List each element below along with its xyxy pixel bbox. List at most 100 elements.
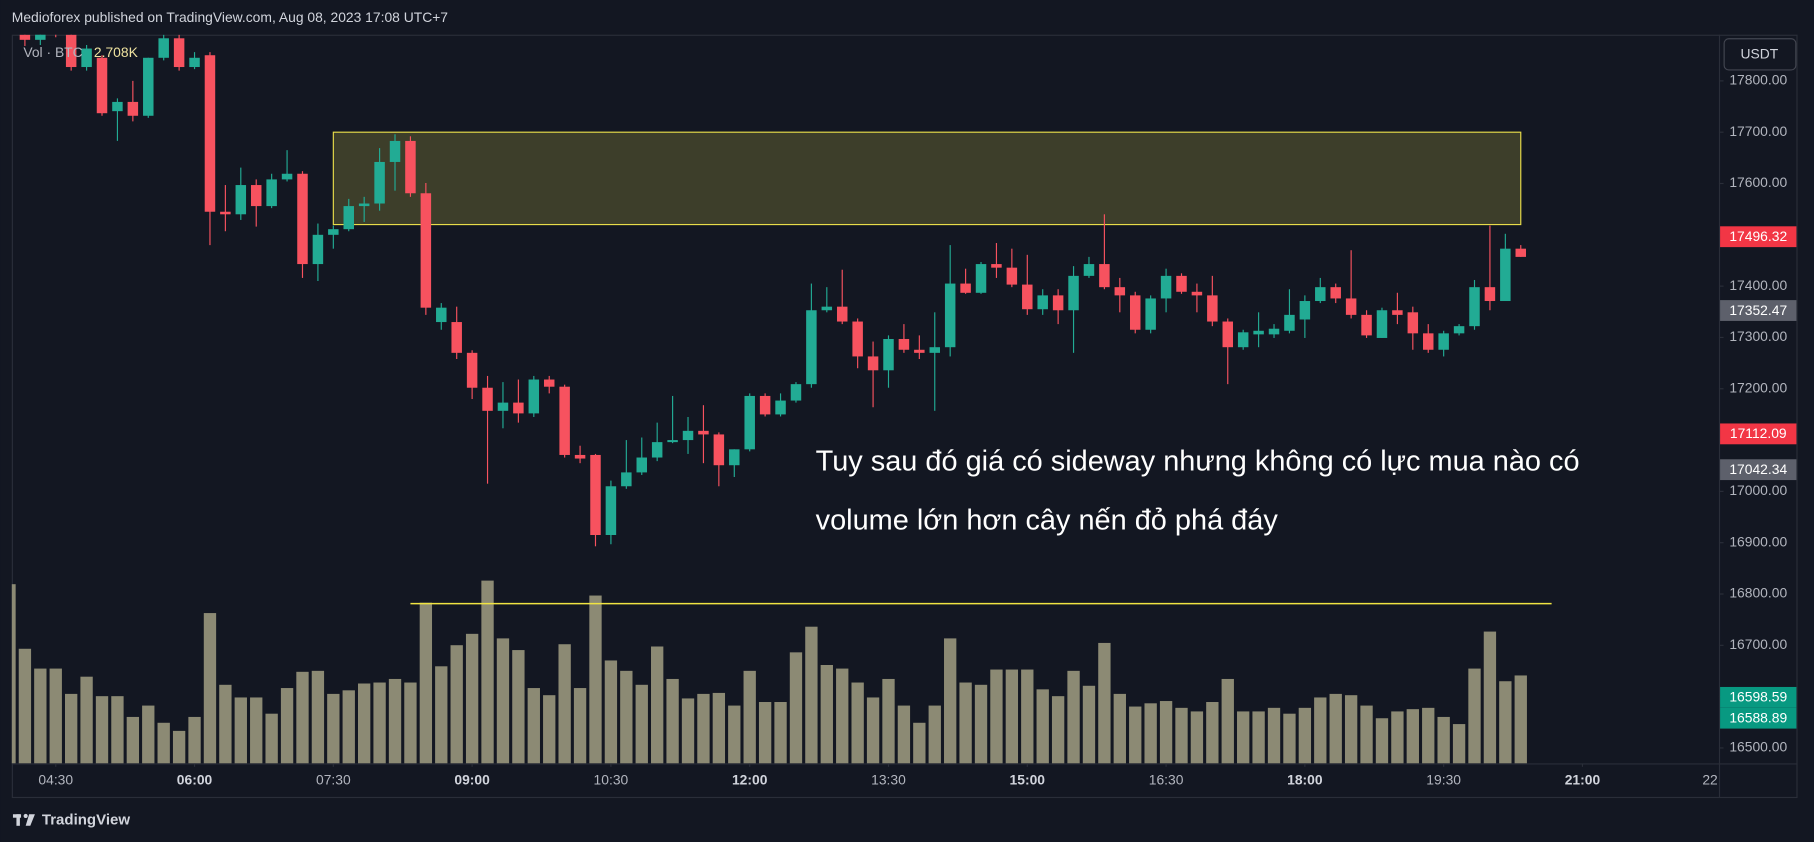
price-label: 17112.09 — [1730, 425, 1787, 441]
candle-body — [1191, 291, 1203, 296]
candle-body — [559, 386, 570, 455]
volume-bar — [512, 650, 525, 764]
candle-body — [235, 185, 247, 215]
candle-body — [328, 229, 339, 235]
x-tick-label: 16:30 — [1149, 771, 1184, 787]
candle-body — [914, 349, 925, 353]
volume-bar — [1483, 631, 1497, 764]
candle-body — [127, 101, 139, 116]
candle-body — [158, 38, 169, 58]
candle-body — [605, 486, 617, 536]
volume-bar — [620, 670, 633, 764]
volume-bar — [1113, 693, 1126, 764]
candle-body — [405, 140, 416, 194]
volume-pane — [11, 580, 1552, 764]
candle-body — [867, 356, 879, 371]
candle-body — [497, 402, 509, 411]
volume-bar — [851, 682, 864, 764]
zone — [332, 131, 1522, 226]
candle-body — [1469, 287, 1480, 327]
candle-body — [1330, 287, 1341, 299]
volume-bar — [1499, 681, 1512, 764]
volume-bar — [573, 688, 587, 764]
volume-bar — [95, 696, 109, 764]
volume-bar — [203, 613, 217, 764]
volume-bar — [481, 580, 494, 764]
volume-bar — [543, 695, 556, 764]
candle-body — [667, 440, 678, 443]
price-label-box — [1720, 686, 1797, 708]
candle-body — [343, 206, 354, 230]
candle-body — [81, 48, 92, 68]
volume-bar — [928, 705, 941, 764]
volume-bar — [1406, 709, 1419, 764]
candle-body — [1484, 287, 1496, 302]
x-tick-label: 06:00 — [177, 771, 213, 787]
volume-bar — [604, 660, 618, 764]
x-tick-label: 09:00 — [454, 771, 490, 787]
annotation: Tuy sau đó giá có sideway nhưng không có… — [816, 445, 1580, 477]
candle-body — [173, 38, 185, 68]
y-tick-label: 17000.00 — [1729, 482, 1787, 498]
x-tick-label: 19:30 — [1426, 771, 1461, 787]
volume-bar — [465, 633, 479, 764]
candle-body — [1345, 298, 1357, 315]
y-tick-label: 16900.00 — [1729, 533, 1787, 549]
volume-bar — [1067, 670, 1080, 764]
candle-body — [1284, 314, 1295, 331]
volume-bar — [18, 648, 32, 764]
candle-body — [574, 454, 586, 459]
candle-body — [944, 283, 956, 348]
volume-bar — [296, 671, 309, 764]
currency-button[interactable] — [1723, 38, 1797, 71]
candle-body — [189, 57, 200, 68]
price-label-box — [1720, 226, 1797, 248]
candle-body — [651, 442, 663, 458]
candle-body — [682, 430, 694, 441]
y-tick-label: 16700.00 — [1729, 636, 1787, 652]
volume-bar — [990, 669, 1003, 764]
candle-body — [1222, 321, 1234, 348]
y-tick-label: 16800.00 — [1729, 585, 1787, 601]
volume-bar — [234, 697, 247, 764]
volume-bar — [944, 638, 957, 764]
price-label: 17496.32 — [1729, 228, 1787, 244]
volume-bar — [404, 682, 417, 764]
candle-body — [204, 55, 216, 212]
volume-bar — [111, 696, 124, 764]
volume-bar — [1283, 713, 1296, 764]
volume-bar — [1391, 711, 1404, 764]
volume-bar — [1021, 669, 1034, 764]
footer-brand: TradingView — [42, 812, 130, 829]
candle-body — [1006, 267, 1018, 285]
x-tick-label: 04:30 — [38, 771, 73, 787]
volume-bar — [1221, 678, 1234, 764]
y-tick-label: 17200.00 — [1729, 379, 1787, 395]
volume-bar — [450, 645, 463, 764]
candle-body — [1129, 295, 1141, 330]
volume-bar — [126, 716, 140, 764]
price-label: 16598.59 — [1729, 689, 1787, 705]
volume-bar — [1159, 701, 1173, 764]
volume-bar — [496, 638, 510, 764]
candle-body — [96, 57, 108, 114]
volume-bar — [1206, 702, 1219, 764]
candle-body — [1052, 295, 1064, 311]
volume-bar — [913, 722, 926, 764]
x-tick-label: 12:00 — [732, 771, 768, 787]
candle-body — [358, 203, 370, 207]
volume-bar — [1267, 707, 1281, 764]
candle-body — [759, 395, 771, 415]
candle-body — [451, 322, 462, 353]
x-tick-label: 13:30 — [871, 771, 906, 787]
footer-logo — [12, 813, 35, 826]
price-pane — [11, 34, 1527, 547]
candle-body — [1068, 275, 1079, 311]
volume-bar — [327, 693, 340, 764]
candle-body — [991, 264, 1002, 268]
volume-bar — [188, 716, 201, 764]
volume-bar — [49, 668, 62, 764]
candle-body — [513, 402, 524, 414]
volume-bar — [666, 678, 679, 764]
